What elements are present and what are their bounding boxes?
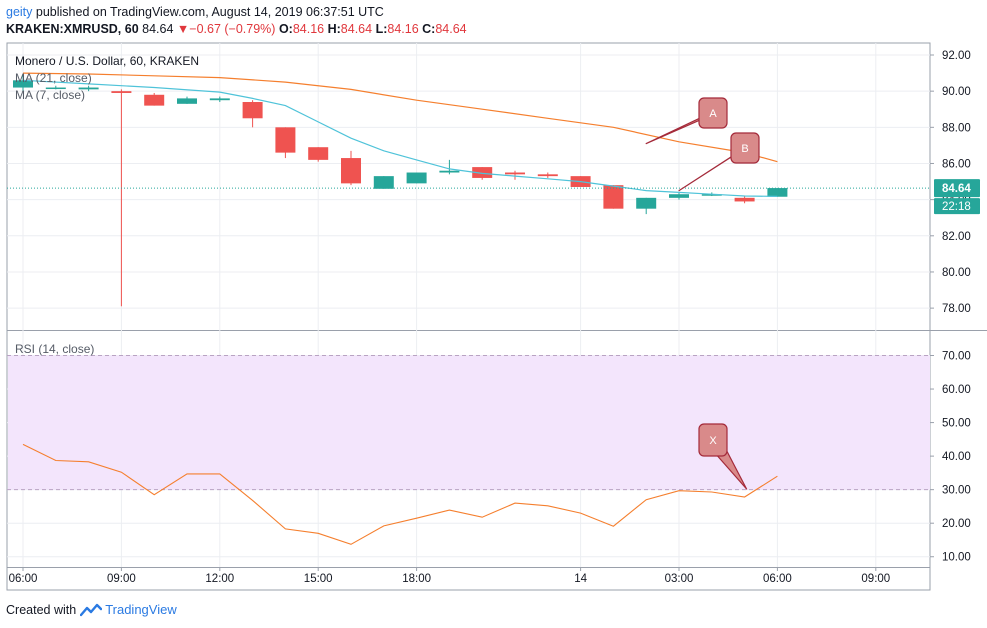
tradingview-brand[interactable]: TradingView [105,602,177,617]
open-label: O: [278,22,293,36]
legend-ma7[interactable]: MA (7, close) [15,88,85,102]
price-tick-label: 90.00 [942,86,971,98]
tradingview-logo-icon [80,603,103,616]
close-value: 84.64 [435,22,467,36]
countdown-label: 22:18 [942,201,971,213]
symbol-label: KRAKEN:XMRUSD, 60 [6,22,139,36]
publish-info: geity published on TradingView.com, Augu… [6,5,384,19]
time-tick-label: 09:00 [107,573,136,585]
ohlc-header: KRAKEN:XMRUSD, 60 84.64 ▼−0.67 (−0.79%) … [6,22,467,36]
candle-body[interactable] [636,197,657,209]
last-price-badge-label: 84.64 [942,183,971,195]
callout-label: X [709,435,717,447]
rsi-tick-label: 60.00 [942,384,971,396]
callout-x[interactable]: X [698,423,748,490]
time-tick-label: 06:00 [9,573,38,585]
candle-body[interactable] [767,188,788,197]
rsi-tick-label: 50.00 [942,418,971,430]
callout-label: B [741,143,748,155]
candle-body[interactable] [177,98,197,104]
callout-a[interactable]: A [645,97,728,145]
chart-title: Monero / U.S. Dollar, 60, KRAKEN [15,54,199,68]
rsi-title[interactable]: RSI (14, close) [15,342,94,356]
candle-body[interactable] [734,197,755,202]
time-tick-label: 14 [574,573,587,585]
rsi-tick-label: 70.00 [942,351,971,363]
rsi-tick-label: 20.00 [942,518,971,530]
last-price: 84.64 [142,22,174,36]
price-tick-label: 78.00 [942,303,971,315]
candle-body[interactable] [242,102,263,119]
candle-body[interactable] [439,170,460,173]
candle-body[interactable] [275,127,296,153]
candle-body[interactable] [111,91,132,93]
price-tick-label: 92.00 [942,50,971,62]
candle-body[interactable] [45,87,66,90]
price-tick-label: 82.00 [942,231,971,243]
candle-body[interactable] [472,167,493,178]
rsi-band [8,355,930,490]
candle-body[interactable] [603,185,624,209]
candle-body[interactable] [406,172,427,184]
open-value: 84.16 [292,22,325,36]
rsi-tick-label: 30.00 [942,485,971,497]
candle-body[interactable] [669,194,689,198]
callout-box [698,423,728,457]
time-tick-label: 06:00 [763,573,792,585]
candle-body[interactable] [701,194,722,196]
publish-text: published on TradingView.com, August 14,… [35,5,384,19]
candle-body[interactable] [308,147,329,160]
callout-label: A [709,108,717,120]
ma21-line[interactable] [22,72,778,163]
candle-body[interactable] [341,158,361,184]
candle-body[interactable] [505,172,525,175]
time-tick-label: 12:00 [205,573,234,585]
price-tick-label: 88.00 [942,122,971,134]
candle-body[interactable] [537,174,558,177]
price-change: −0.67 (−0.79%) [189,22,276,36]
callout-b[interactable]: B [678,132,760,192]
rsi-tick-label: 10.00 [942,552,971,564]
created-with-text: Created with [6,602,77,617]
high-label: H: [327,22,341,36]
close-label: C: [422,22,436,36]
time-tick-label: 18:00 [402,573,431,585]
time-tick-label: 09:00 [861,573,890,585]
legend-ma21[interactable]: MA (21, close) [15,71,92,85]
candle-body[interactable] [209,98,230,101]
rsi-line[interactable] [22,443,778,545]
candle-body[interactable] [13,80,33,88]
down-arrow-icon: ▼ [176,22,190,36]
price-tick-label: 80.00 [942,267,971,279]
countdown-badge [934,198,980,215]
candle-body[interactable] [78,87,99,90]
candle-body[interactable] [144,94,165,106]
last-price-badge [934,179,980,198]
rsi-tick-label: 40.00 [942,451,971,463]
candle-body[interactable] [373,176,394,189]
footer: Created with TradingView [6,602,177,617]
callout-box [730,132,760,164]
author-link[interactable]: geity [6,5,33,19]
price-tick-label: 86.00 [942,158,971,170]
high-value: 84.64 [340,22,373,36]
time-tick-label: 03:00 [665,573,694,585]
time-tick-label: 15:00 [304,573,333,585]
ma7-line[interactable] [22,79,778,197]
low-label: L: [375,22,388,36]
callout-box [698,97,728,129]
low-value: 84.16 [387,22,419,36]
plot-frame [6,42,931,591]
